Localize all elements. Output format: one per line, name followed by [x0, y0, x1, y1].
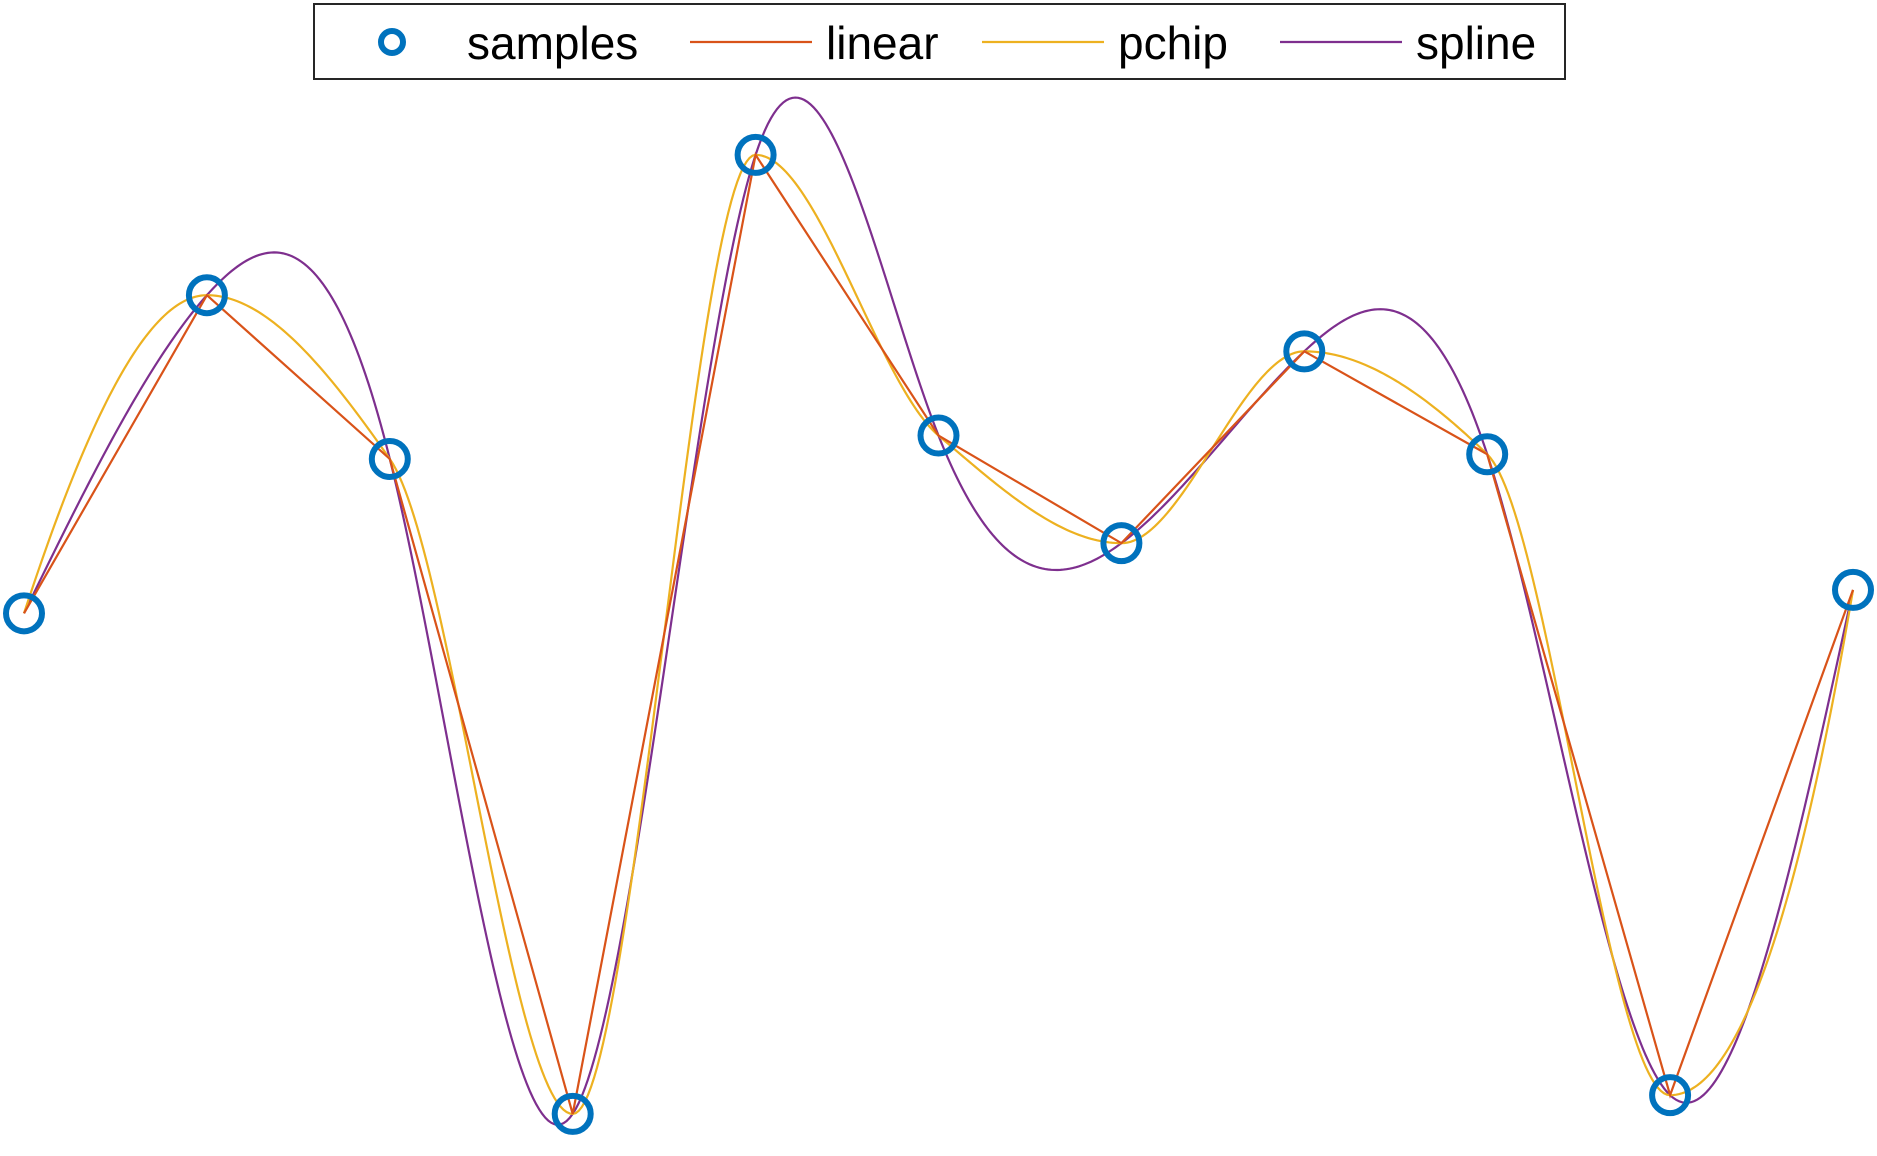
legend-label-pchip: pchip [1118, 17, 1228, 69]
legend-box [313, 3, 1566, 80]
sample-point-7 [1100, 522, 1143, 565]
sample-point-9 [1466, 433, 1509, 476]
sample-point-8 [1283, 330, 1326, 373]
sample-point-1 [3, 592, 45, 635]
plot-area [3, 96, 1874, 1135]
series-line-spline [23, 96, 1855, 1126]
legend-label-linear: linear [826, 17, 939, 69]
sample-point-5 [734, 133, 777, 176]
sample-point-6 [917, 414, 960, 457]
sample-point-11 [1832, 568, 1874, 611]
sample-point-4 [551, 1092, 594, 1135]
series-line-linear [23, 151, 1855, 1115]
legend-marker-samples [378, 28, 406, 56]
legend-label-spline: spline [1416, 17, 1536, 69]
sample-point-10 [1649, 1074, 1692, 1117]
series-line-pchip [22, 153, 1855, 1116]
series-markers-samples [3, 133, 1874, 1135]
legend: samples linear pchip spline [313, 3, 1566, 80]
sample-point-2 [185, 274, 228, 317]
sample-point-3 [368, 437, 411, 480]
legend-label-samples: samples [467, 17, 638, 69]
